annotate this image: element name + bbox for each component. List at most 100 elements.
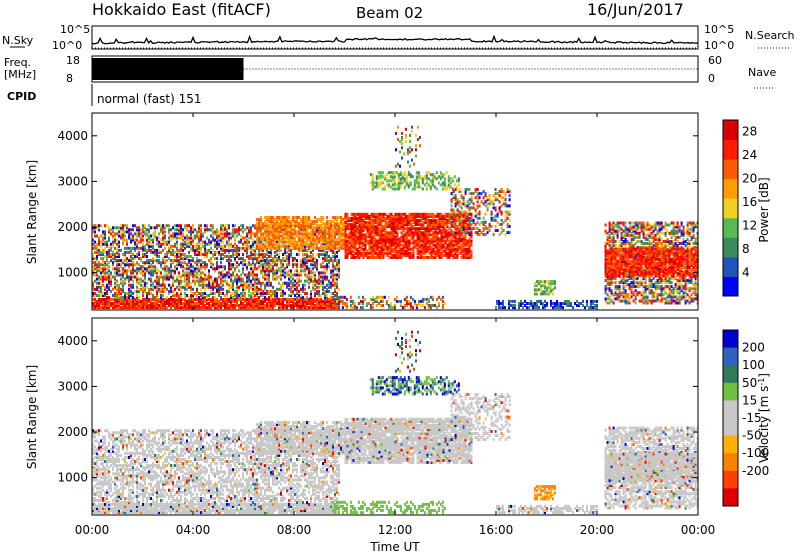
power-scatter-cell	[278, 299, 280, 303]
power-scatter-cell	[208, 306, 210, 310]
power-scatter-cell	[394, 223, 397, 227]
power-scatter-cell	[178, 297, 180, 301]
power-scatter-cell	[182, 265, 184, 269]
power-scatter-cell	[354, 212, 357, 216]
power-scatter-cell	[385, 177, 388, 181]
power-scatter-cell	[230, 267, 232, 271]
power-scatter-cell	[383, 177, 386, 181]
power-scatter-cell	[389, 175, 392, 179]
power-scatter-cell	[216, 228, 218, 232]
power-scatter-cell	[364, 243, 367, 247]
power-scatter-cell	[270, 267, 272, 271]
power-scatter-cell	[98, 285, 100, 289]
power-scatter-cell	[336, 304, 338, 307]
power-scatter-cell	[260, 271, 262, 275]
power-scatter-cell	[252, 263, 254, 267]
power-scatter-cell	[388, 231, 391, 235]
power-scatter-cell	[286, 255, 288, 258]
power-scatter-cell	[256, 304, 258, 307]
power-scatter-cell	[234, 253, 236, 256]
power-scatter-cell	[94, 234, 96, 238]
power-scatter-cell	[248, 283, 250, 287]
power-scatter-cell	[348, 227, 351, 231]
power-scatter-cell	[142, 224, 144, 228]
power-scatter-cell	[254, 246, 256, 250]
power-scatter-cell	[152, 287, 154, 291]
power-scatter-cell	[290, 304, 292, 307]
power-scatter-cell	[138, 299, 140, 303]
power-scatter-cell	[176, 299, 178, 303]
power-scatter-cell	[180, 289, 182, 293]
power-scatter-cell	[446, 237, 449, 241]
power-scatter-cell	[434, 229, 437, 233]
power-scatter-cell	[198, 277, 200, 281]
power-scatter-cell	[430, 245, 433, 249]
power-scatter-cell	[380, 212, 383, 216]
power-scatter-cell	[330, 271, 332, 275]
power-scatter-cell	[432, 233, 435, 237]
power-scatter-cell	[458, 221, 461, 224]
power-scatter-cell	[200, 294, 202, 297]
power-scatter-cell	[160, 283, 162, 287]
power-scatter-cell	[392, 231, 395, 235]
power-scatter-cell	[322, 306, 324, 310]
power-scatter-cell	[166, 275, 168, 279]
power-scatter-cell	[390, 243, 393, 247]
freq-right-tick-top: 60	[708, 54, 722, 67]
power-scatter-cell	[220, 279, 222, 283]
power-scatter-cell	[94, 250, 96, 254]
power-scatter-cell	[362, 233, 365, 237]
power-scatter-cell	[441, 187, 444, 191]
power-scatter-cell	[408, 245, 411, 249]
power-scatter-cell	[272, 292, 274, 295]
station-title: Hokkaido East (fitACF)	[92, 0, 271, 19]
power-scatter-cell	[393, 179, 396, 183]
power-scatter-cell	[142, 294, 144, 297]
power-scatter-cell	[224, 297, 226, 301]
power-scatter-cell	[290, 271, 292, 275]
power-scatter-cell	[246, 281, 248, 285]
power-scatter-cell	[136, 226, 138, 230]
power-scatter-cell	[423, 175, 426, 179]
power-scatter-cell	[397, 175, 400, 179]
power-scatter-cell	[332, 246, 335, 250]
power-scatter-cell	[450, 249, 453, 253]
power-scatter-cell	[234, 250, 236, 254]
power-scatter-cell	[122, 302, 124, 305]
power-scatter-cell	[290, 255, 292, 258]
power-scatter-cell	[358, 216, 361, 220]
power-scatter-cell	[190, 242, 192, 246]
power-scatter-cell	[324, 265, 326, 269]
power-scatter-cell	[390, 251, 393, 255]
power-scatter-cell	[456, 245, 459, 249]
power-scatter-cell	[206, 285, 208, 289]
power-scatter-cell	[370, 221, 373, 224]
power-scatter-cell	[196, 275, 198, 279]
power-scatter-cell	[290, 222, 293, 226]
power-scatter-cell	[421, 179, 424, 183]
power-scatter-cell	[446, 223, 449, 227]
power-scatter-cell	[92, 257, 94, 261]
power-scatter-cell	[190, 259, 192, 263]
power-scatter-cell	[224, 228, 226, 232]
power-scatter-cell	[424, 233, 427, 237]
power-scatter-cell	[144, 287, 146, 291]
power-scatter-cell	[156, 292, 158, 295]
power-scatter-cell	[308, 269, 310, 273]
power-scatter-cell	[122, 242, 124, 246]
power-scatter-cell	[100, 250, 102, 254]
power-scatter-cell	[210, 275, 212, 279]
power-scatter-cell	[354, 255, 357, 259]
power-scatter-cell	[384, 223, 387, 227]
power-scatter-cell	[216, 242, 218, 246]
power-scatter-cell	[266, 304, 268, 307]
power-scatter-cell	[432, 255, 435, 259]
power-scatter-cell	[444, 227, 447, 231]
power-scatter-cell	[468, 247, 471, 251]
power-scatter-cell	[392, 214, 395, 218]
power-scatter-cell	[206, 242, 208, 246]
power-scatter-cell	[140, 240, 142, 244]
power-scatter-cell	[344, 231, 347, 235]
power-scatter-cell	[306, 224, 309, 228]
power-scatter-cell	[128, 259, 130, 263]
